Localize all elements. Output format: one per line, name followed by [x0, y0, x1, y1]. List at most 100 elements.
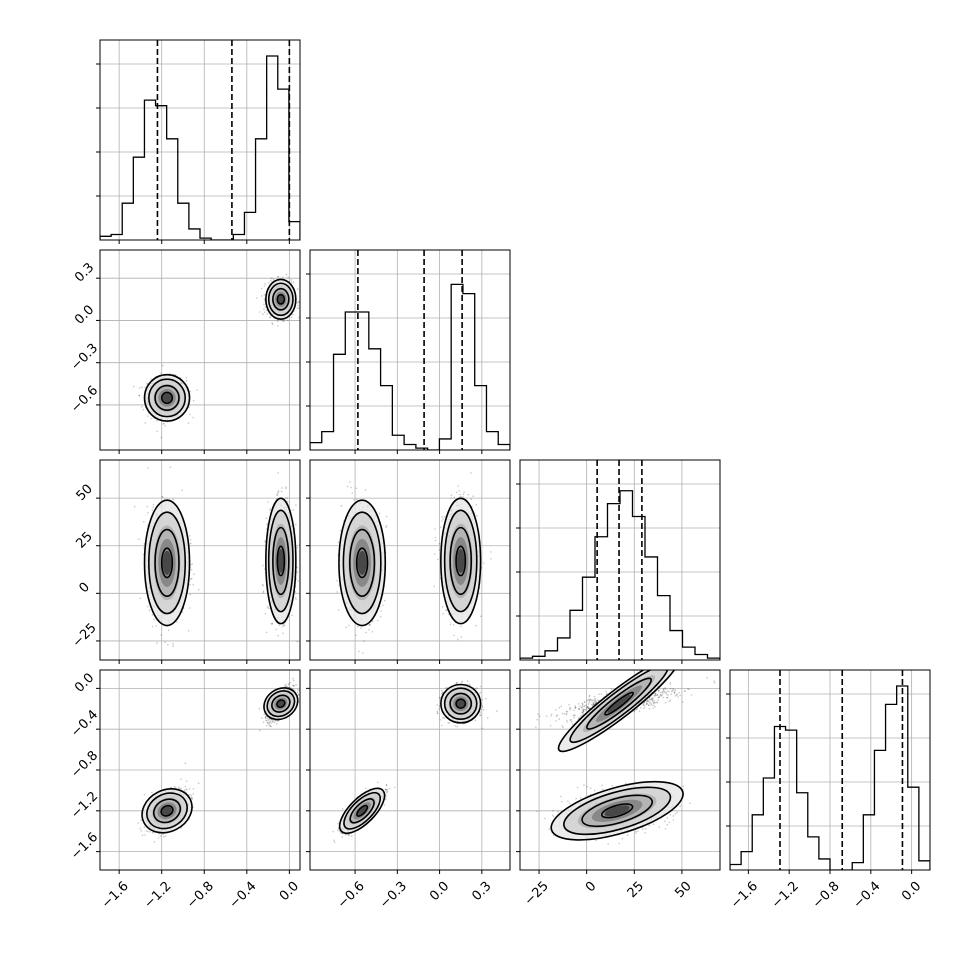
density-cluster-0	[143, 498, 191, 627]
panel-frame	[309, 249, 511, 451]
density-cluster-0	[338, 498, 387, 627]
density-cluster-1	[440, 496, 482, 625]
contour-1	[449, 526, 473, 596]
x-tick-label: −1.2	[141, 879, 174, 912]
density-cluster-1	[265, 278, 297, 320]
contour-2	[443, 687, 478, 720]
contour-3	[143, 499, 191, 627]
panel-3-2: −25 0 25 50	[516, 669, 721, 909]
contour-0	[276, 293, 286, 305]
y-tick-label: −1.6	[68, 830, 101, 863]
x-tick-label: −0.4	[851, 879, 884, 912]
contour-3	[141, 788, 193, 834]
panel-frame	[99, 249, 301, 451]
panel-3-0: −1.6 −1.2 −0.8 −0.4 0.0 −1.6 −1.2 −0.8 −0.4 0.0	[68, 669, 302, 912]
contour-2	[563, 786, 672, 836]
y-tick-label: 25	[74, 529, 96, 551]
contour-2	[148, 378, 187, 418]
x-tick-label: 0.0	[899, 879, 924, 904]
contour-0	[455, 698, 467, 709]
contour-2	[267, 509, 294, 613]
contour-2	[569, 670, 669, 744]
y-tick-label: 0.0	[72, 670, 97, 695]
contour-2	[267, 282, 294, 317]
contour-0	[604, 691, 635, 716]
y-tick-label: 50	[74, 482, 96, 504]
histogram-1	[310, 283, 510, 450]
contour-0	[160, 391, 174, 405]
contour-2	[148, 511, 187, 615]
contour-1	[271, 694, 291, 713]
density-cluster-1	[263, 687, 299, 721]
x-tick-label: −1.2	[769, 879, 802, 912]
contour-0	[160, 804, 174, 817]
y-tick-label: −1.2	[68, 789, 101, 822]
contour-1	[272, 526, 290, 596]
panel-frame	[309, 669, 511, 871]
density-cluster-1	[440, 683, 482, 724]
x-tick-label: 0.0	[427, 879, 452, 904]
y-tick-label: −0.8	[68, 748, 101, 781]
histogram-2	[520, 490, 720, 660]
contour-2	[443, 509, 478, 613]
density-cluster-0	[143, 373, 191, 422]
contour-0	[455, 545, 467, 577]
contour-1	[272, 287, 290, 311]
y-tick-label: 0.3	[72, 260, 97, 285]
contour-3	[338, 499, 387, 627]
x-tick-label: 0.0	[277, 879, 302, 904]
contour-2	[146, 792, 188, 830]
x-tick-label: 0	[583, 879, 599, 895]
y-tick-label: −25	[70, 621, 100, 651]
contour-1	[349, 798, 375, 824]
y-tick-label: −0.6	[68, 383, 101, 416]
y-tick-label: 0	[76, 580, 92, 596]
histogram-0	[100, 55, 300, 240]
x-tick-label: −0.3	[377, 879, 410, 912]
contour-0	[160, 547, 174, 579]
contour-0	[600, 803, 634, 819]
panel-2-2	[516, 459, 721, 664]
contour-3	[265, 497, 297, 625]
panel-frame	[309, 459, 511, 661]
panel-2-1	[306, 459, 511, 664]
x-tick-label: −0.4	[227, 879, 260, 912]
density-cluster-0	[549, 780, 685, 841]
contour-3	[143, 373, 191, 422]
contour-3	[265, 278, 297, 320]
contour-2	[342, 511, 382, 615]
panel-frame	[99, 39, 301, 241]
panel-3-1: −0.6 −0.3 0.0 0.3	[306, 669, 511, 912]
panel-frame	[519, 669, 721, 871]
panel-1-0: −0.6 −0.3 0.0 0.3	[68, 249, 301, 454]
x-tick-label: −25	[522, 879, 552, 909]
panel-frame	[519, 459, 721, 661]
y-tick-label: −0.3	[68, 341, 101, 374]
x-tick-label: 0.3	[469, 879, 494, 904]
contour-3	[557, 670, 681, 753]
contour-3	[440, 683, 482, 724]
panel-1-1	[306, 249, 511, 454]
density-cluster-1	[557, 670, 681, 753]
contour-3	[338, 787, 386, 835]
contour-3	[440, 497, 482, 625]
density-cluster-0	[338, 787, 386, 835]
x-tick-label: −0.6	[335, 879, 368, 912]
x-tick-label: −1.6	[99, 879, 132, 912]
x-tick-label: −1.6	[728, 879, 761, 912]
panel-frame	[99, 459, 301, 661]
density-cluster-1	[265, 496, 297, 625]
density-cluster-0	[141, 788, 193, 834]
contour-0	[276, 699, 286, 709]
x-tick-label: −0.8	[184, 879, 217, 912]
contour-1	[348, 528, 376, 597]
contour-0	[355, 547, 369, 579]
contour-1	[152, 798, 182, 824]
contour-1	[581, 794, 653, 828]
contour-1	[449, 692, 473, 715]
contour-2	[343, 791, 382, 830]
x-tick-label: 25	[625, 879, 647, 901]
panel-3-3: −1.6 −1.2 −0.8 −0.4 0.0	[726, 669, 931, 912]
contour-3	[550, 780, 684, 841]
